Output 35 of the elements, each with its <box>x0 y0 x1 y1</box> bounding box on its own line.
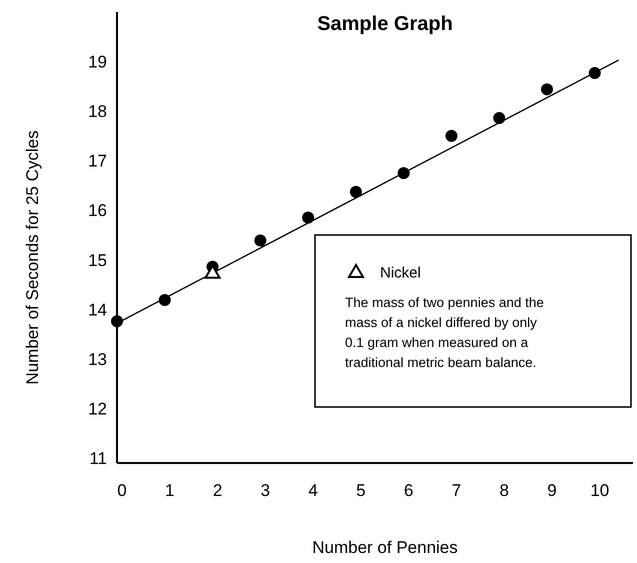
x-tick-label: 6 <box>404 480 414 500</box>
y-tick-label: 17 <box>88 152 107 171</box>
x-tick-label: 7 <box>452 480 462 500</box>
chart-title: Sample Graph <box>317 13 453 35</box>
y-tick-label: 11 <box>89 448 107 468</box>
x-tick-label: 0 <box>117 480 127 500</box>
point <box>541 83 553 96</box>
x-tick-label: 8 <box>499 480 509 500</box>
y-tick-label: 15 <box>88 250 107 270</box>
x-tick-label: 1 <box>165 480 175 500</box>
x-tick-label: 4 <box>308 480 318 500</box>
y-tick-label: 13 <box>88 350 107 369</box>
y-tick-label: 12 <box>88 399 107 418</box>
x-tick-label: 9 <box>547 480 557 500</box>
x-axis-title: Number of Pennies <box>312 538 458 557</box>
y-tick-label: 14 <box>88 300 107 320</box>
y-tick-label: 16 <box>88 201 107 220</box>
point <box>350 186 362 198</box>
y-tick-label: 19 <box>88 52 107 72</box>
y-axis-title: Number of Seconds for 25 Cycles <box>23 130 42 385</box>
x-tick-label: 3 <box>260 480 270 500</box>
y-tick-label: 18 <box>88 102 107 122</box>
point <box>158 294 171 306</box>
point <box>302 212 314 224</box>
x-tick-label: 2 <box>212 480 222 500</box>
point <box>111 315 123 328</box>
x-tick-label: 10 <box>590 480 610 500</box>
x-tick-label: 5 <box>356 480 366 500</box>
point <box>445 130 458 142</box>
point <box>398 167 410 180</box>
legend-label: Nickel <box>380 264 421 282</box>
point <box>254 234 266 246</box>
point <box>588 66 601 79</box>
annotation: The mass of two pennies and the mass of a nickel differed by only 0.1 gram when measured on a traditional metric beam balance. <box>345 295 544 370</box>
point <box>493 112 506 124</box>
